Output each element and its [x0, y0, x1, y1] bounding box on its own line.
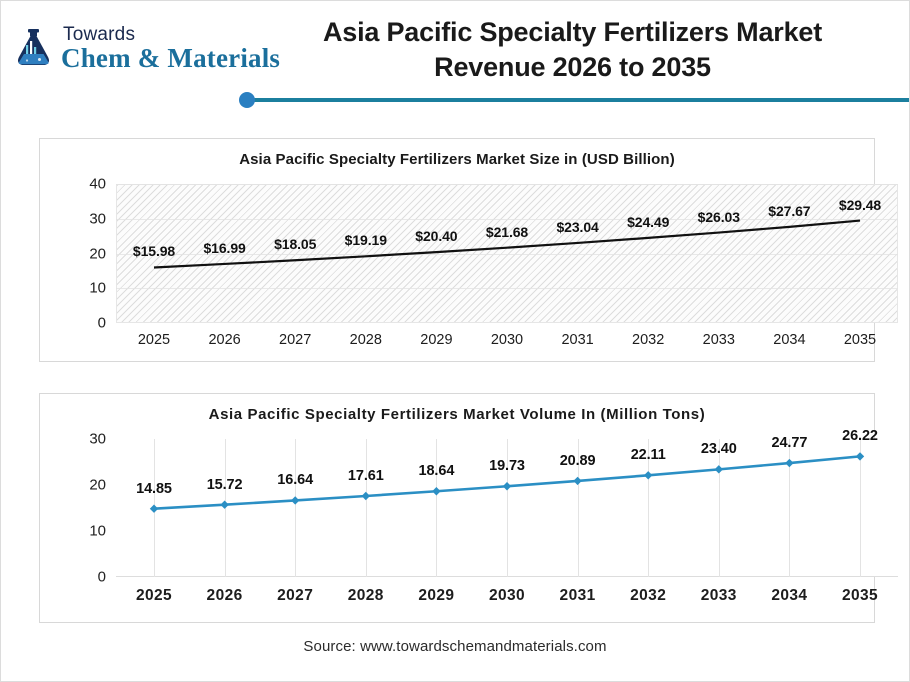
data-series-line — [153, 219, 861, 269]
x-axis-tick: 2027 — [279, 332, 312, 348]
x-axis-tick: 2029 — [418, 587, 455, 604]
flask-icon — [18, 28, 49, 65]
vertical-gridline — [789, 439, 791, 577]
data-label: $21.68 — [485, 223, 529, 240]
x-axis-tick: 2034 — [771, 587, 808, 604]
data-label: $23.04 — [556, 218, 599, 235]
data-label: 23.40 — [700, 441, 737, 458]
horizontal-gridline — [116, 184, 898, 185]
divider-dot — [239, 92, 255, 108]
x-axis-tick: 2033 — [700, 587, 737, 604]
x-axis-tick: 2028 — [349, 332, 382, 348]
page-title: Asia Pacific Specialty Fertilizers Marke… — [256, 15, 889, 84]
x-axis-tick: 2027 — [277, 587, 314, 604]
y-axis-tick: 10 — [89, 522, 106, 540]
x-axis-tick: 2031 — [559, 587, 596, 604]
data-label: $27.67 — [768, 202, 811, 219]
data-label: $26.03 — [697, 208, 740, 225]
chart-card-market-size: Asia Pacific Specialty Fertilizers Marke… — [39, 138, 898, 362]
data-label: 16.64 — [277, 472, 314, 489]
x-axis-tick: 2025 — [137, 332, 171, 348]
y-axis-tick: 0 — [97, 314, 106, 332]
brand-name-bottom: Chem & Materials — [61, 43, 281, 73]
brand-logo-text: Towards Chem & Materials — [61, 25, 280, 72]
data-label: $15.98 — [132, 243, 176, 260]
data-point-marker — [361, 491, 370, 501]
data-series-line — [149, 452, 865, 513]
data-label: 17.61 — [347, 467, 384, 484]
data-label: 19.73 — [489, 458, 525, 475]
data-point-marker — [149, 504, 159, 513]
plot-area-market-volume: 0 10 20 30 2025 2026 2027 2028 2029 2030 2031 2032 2… — [89, 428, 898, 604]
data-point-marker — [502, 482, 512, 491]
header-divider — [239, 92, 909, 108]
vertical-gridline — [577, 439, 579, 577]
x-axis-tick: 2030 — [488, 587, 526, 604]
data-point-marker — [291, 496, 300, 505]
horizontal-gridline — [116, 288, 898, 290]
brand-logo: Towards Chem & Materials — [15, 25, 280, 72]
x-axis-tick: 2026 — [206, 587, 243, 604]
divider-line — [249, 98, 909, 102]
data-label: $29.48 — [838, 196, 882, 213]
vertical-gridline — [860, 439, 861, 577]
data-label: 15.72 — [206, 476, 243, 493]
chart-card-market-volume: Asia Pacific Specialty Fertilizers Marke… — [39, 393, 898, 623]
data-label: 20.89 — [559, 452, 596, 469]
y-axis-tick: 20 — [89, 476, 106, 494]
y-axis-tick: 10 — [89, 279, 106, 297]
y-axis-tick: 30 — [89, 210, 106, 228]
x-axis-tick: 2029 — [420, 332, 453, 348]
source-note: Source: www.towardschemandmaterials.com — [303, 638, 607, 655]
data-label: $18.05 — [274, 236, 317, 253]
horizontal-gridline — [116, 253, 898, 255]
data-label: 24.77 — [771, 435, 808, 452]
x-axis-tick: 2026 — [208, 332, 241, 348]
x-axis-tick: 2031 — [561, 332, 594, 348]
brand-name-top: Towards — [63, 24, 136, 45]
y-axis-tick: 30 — [89, 430, 106, 448]
x-axis-tick: 2025 — [135, 587, 173, 604]
data-point-marker — [855, 452, 865, 461]
data-label: 22.11 — [630, 447, 666, 464]
page-title-line-1: Asia Pacific Specialty Fertilizers Marke… — [322, 17, 823, 47]
data-label: $24.49 — [627, 213, 670, 230]
vertical-gridline — [507, 439, 508, 577]
data-point-marker — [644, 471, 653, 480]
y-axis-tick: 0 — [97, 568, 106, 586]
data-label: 18.64 — [418, 463, 455, 480]
data-point-marker — [220, 500, 229, 509]
x-axis-tick: 2032 — [632, 332, 665, 348]
chart-title-market-volume: Asia Pacific Specialty Fertilizers Marke… — [208, 406, 706, 423]
x-axis-tick: 2035 — [843, 332, 877, 348]
y-axis-tick: 40 — [89, 175, 106, 193]
x-axis-tick: 2033 — [702, 332, 735, 348]
vertical-gridline — [365, 439, 367, 577]
vertical-gridline — [295, 439, 297, 577]
data-label: $19.19 — [344, 232, 387, 249]
data-label: 14.85 — [136, 480, 172, 497]
header: Towards Chem & Materials Asia Pacific Sp… — [1, 1, 909, 108]
horizontal-gridline — [116, 218, 898, 220]
x-axis-tick: 2028 — [347, 587, 384, 604]
data-label: $16.99 — [203, 239, 246, 256]
vertical-gridline — [718, 439, 720, 577]
y-axis-tick: 20 — [89, 245, 106, 262]
plot-area-market-size: 0 10 20 30 40 2025 2026 2027 2028 2029 2030 2031 203… — [89, 176, 898, 348]
x-axis-tick: 2034 — [773, 332, 806, 348]
chart-title-market-size: Asia Pacific Specialty Fertilizers Marke… — [239, 151, 675, 168]
data-label: $20.40 — [415, 228, 458, 245]
page-title-line-2: Revenue 2026 to 2035 — [434, 51, 711, 82]
x-axis-tick: 2030 — [490, 332, 524, 348]
x-axis-tick: 2035 — [841, 587, 879, 604]
vertical-gridline — [648, 439, 650, 577]
data-point-marker — [432, 487, 441, 496]
data-label: 26.22 — [842, 428, 878, 445]
vertical-gridline — [436, 439, 438, 577]
data-point-marker — [573, 476, 582, 486]
data-point-marker — [785, 458, 794, 468]
data-point-marker — [714, 465, 723, 474]
x-axis-tick: 2032 — [630, 587, 667, 604]
